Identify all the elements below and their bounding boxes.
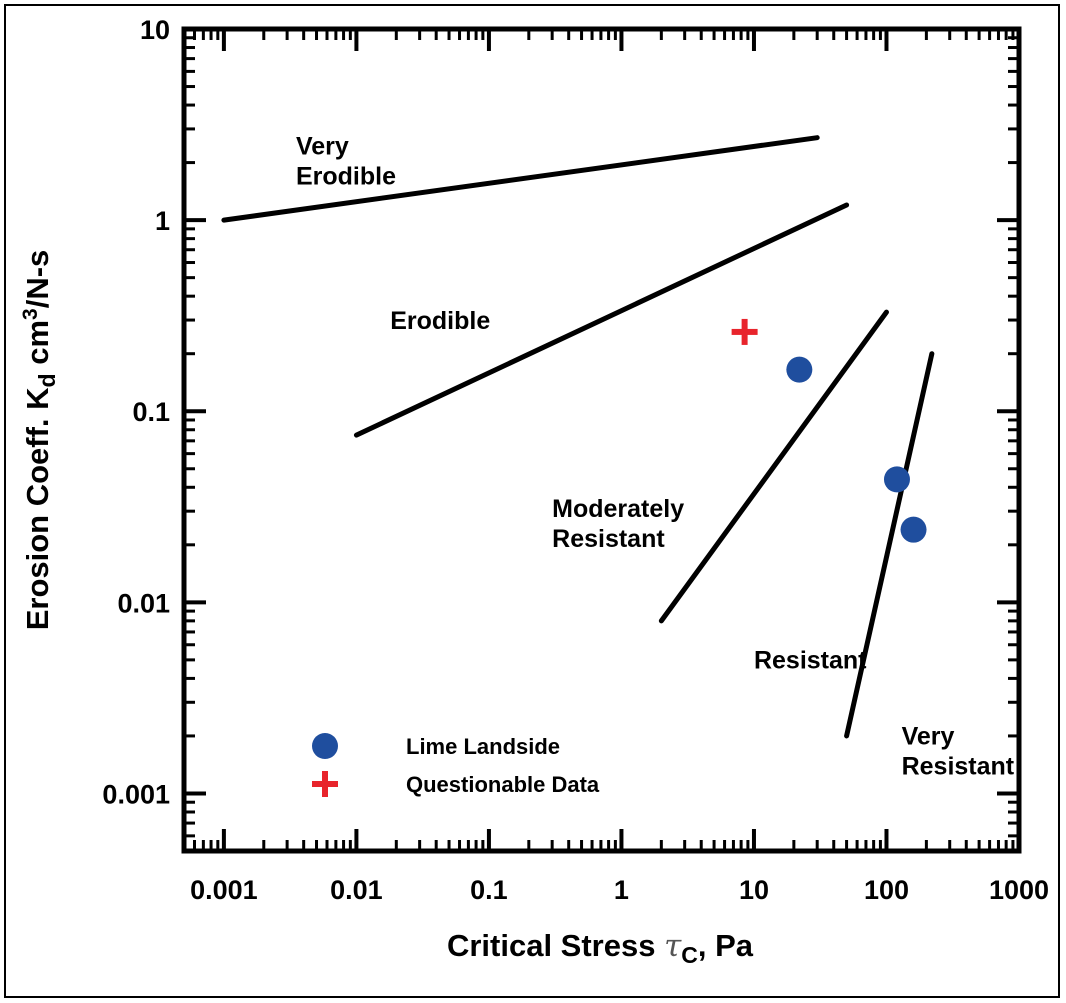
y-tick-label: 10 <box>140 15 170 45</box>
data-points <box>731 318 927 543</box>
plus-bar-v <box>322 771 328 797</box>
data-point-circle <box>786 356 813 383</box>
y-tick-label: 0.1 <box>132 397 170 427</box>
legend: Lime Landside Questionable Data <box>312 733 600 797</box>
boundary-line <box>844 351 935 739</box>
y-tick-label: 1 <box>155 206 170 236</box>
data-point-circle <box>900 516 927 543</box>
region-label: Very Resistant <box>902 723 1015 781</box>
tick-labels: 0.001 0.01 0.1 1 10 100 1000 0.001 0.01 0.1 1 10 <box>102 15 1049 905</box>
y-axis-title: Erosion Coeff. Kd cm3/N-s <box>19 250 60 631</box>
x-tick-label: 100 <box>864 875 909 905</box>
legend-marker-circle <box>312 733 338 759</box>
boundary-line <box>221 135 820 223</box>
plus-bar-v <box>741 318 748 345</box>
data-point-circle <box>883 466 910 493</box>
ticks <box>182 27 1021 853</box>
region-label: Moderately Resistant <box>552 495 684 553</box>
x-tick-label: 1000 <box>989 875 1049 905</box>
y-tick-label: 0.001 <box>102 779 170 809</box>
x-tick-label: 0.01 <box>330 875 383 905</box>
region-label: Resistant <box>754 647 867 675</box>
region-label: Erodible <box>390 307 490 335</box>
legend-label: Lime Landside <box>406 734 560 759</box>
boundary-line <box>658 309 889 624</box>
boundary-line <box>353 202 850 438</box>
data-point-plus <box>731 318 758 345</box>
y-tick-label: 0.01 <box>117 588 170 618</box>
figure-frame <box>4 4 1060 998</box>
region-labels: Very Erodible Erodible Moderately Resistant R… <box>296 133 1015 781</box>
x-axis-title: Critical Stress τC, Pa <box>447 928 754 968</box>
legend-label: Questionable Data <box>406 772 600 797</box>
x-tick-label: 0.001 <box>190 875 258 905</box>
legend-marker-plus <box>312 771 338 797</box>
x-tick-label: 10 <box>739 875 769 905</box>
boundary-lines <box>221 135 935 739</box>
region-label: Very Erodible <box>296 133 396 191</box>
x-tick-label: 1 <box>614 875 629 905</box>
x-tick-label: 0.1 <box>470 875 508 905</box>
